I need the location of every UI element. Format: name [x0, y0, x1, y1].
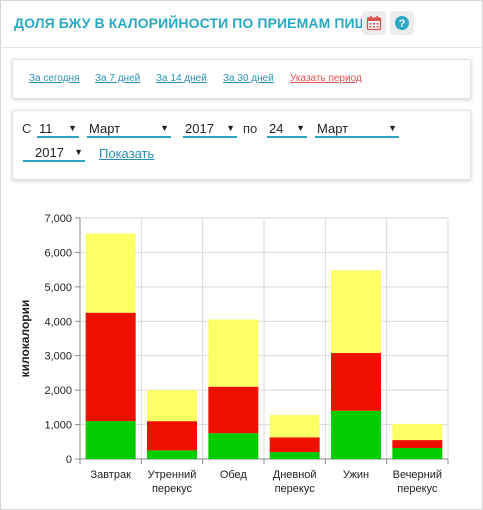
bar-segment	[147, 450, 197, 459]
x-tick-label: Обед	[220, 469, 248, 481]
bar-segment	[208, 386, 259, 434]
x-tick-label: Вечерний	[393, 469, 442, 481]
widget-header: ДОЛЯ БЖУ В КАЛОРИЙНОСТИ ПО ПРИЕМАМ ПИЩИ …	[0, 0, 483, 48]
to-day-select[interactable]: 24 ▼	[267, 120, 307, 138]
bar-segment	[85, 233, 136, 313]
x-tick-label: Ужин	[343, 469, 369, 481]
x-tick-label: Завтрак	[90, 469, 131, 481]
from-month-value: Март	[89, 121, 121, 136]
to-month-select[interactable]: Март ▼	[315, 120, 399, 138]
x-tick-label: перекус	[397, 483, 438, 495]
bar-segment	[331, 352, 381, 411]
bar-segment	[85, 312, 136, 422]
y-tick-label: 3,000	[44, 351, 72, 363]
x-tick-label: Утренний	[148, 469, 197, 481]
y-tick-label: 0	[66, 454, 72, 466]
custom-period-link[interactable]: Указать период	[290, 73, 362, 84]
bar-segment	[208, 433, 259, 459]
bar-segment	[147, 421, 197, 451]
bar-segment	[392, 440, 443, 448]
chevron-down-icon: ▼	[226, 123, 235, 133]
y-tick-label: 7,000	[44, 213, 72, 225]
y-tick-label: 6,000	[44, 247, 72, 259]
chevron-down-icon: ▼	[74, 147, 83, 157]
period-14-days-link[interactable]: За 14 дней	[156, 73, 207, 84]
bar-segment	[392, 423, 443, 441]
date-range-panel: С 11 ▼ Март ▼ 2017 ▼ по 24 ▼ Март ▼ 2017…	[12, 110, 471, 180]
to-label: по	[243, 121, 258, 136]
y-tick-label: 4,000	[44, 316, 72, 328]
chevron-down-icon: ▼	[388, 123, 397, 133]
from-day-value: 11	[39, 121, 53, 136]
from-year-value: 2017	[185, 121, 214, 136]
period-today-link[interactable]: За сегодня	[29, 73, 80, 84]
to-month-value: Март	[317, 121, 349, 136]
bar-segment	[208, 319, 259, 387]
from-month-select[interactable]: Март ▼	[87, 120, 171, 138]
help-icon: ?	[395, 16, 409, 30]
to-day-value: 24	[269, 121, 284, 136]
bar-segment	[331, 270, 381, 353]
calendar-button[interactable]	[362, 11, 386, 35]
period-30-days-link[interactable]: За 30 дней	[223, 73, 274, 84]
bar-segment	[392, 447, 443, 459]
y-tick-label: 2,000	[44, 385, 72, 397]
stacked-bar-chart: 0 1,000 2,000 3,000 4,000 5,000 6,000 7,000 Завт…	[18, 213, 449, 495]
chevron-down-icon: ▼	[160, 123, 169, 133]
bar-segment	[269, 414, 320, 438]
svg-text:?: ?	[399, 18, 406, 30]
period-7-days-link[interactable]: За 7 дней	[95, 73, 141, 84]
help-button[interactable]: ?	[390, 11, 414, 35]
from-label: С	[22, 121, 32, 136]
to-year-select[interactable]: 2017 ▼	[23, 144, 85, 162]
widget-title: ДОЛЯ БЖУ В КАЛОРИЙНОСТИ ПО ПРИЕМАМ ПИЩИ	[14, 15, 380, 31]
bar-segment	[85, 421, 136, 459]
bar-segment	[269, 452, 320, 459]
bar-segment	[269, 437, 320, 453]
chevron-down-icon: ▼	[68, 123, 77, 133]
x-tick-label: Дневной	[273, 469, 317, 481]
to-year-value: 2017	[35, 145, 64, 160]
from-year-select[interactable]: 2017 ▼	[183, 120, 237, 138]
y-tick-label: 5,000	[44, 282, 72, 294]
from-day-select[interactable]: 11 ▼	[37, 120, 79, 138]
y-tick-label: 1,000	[44, 420, 72, 432]
show-button[interactable]: Показать	[99, 146, 155, 161]
y-axis-title: килокалории	[18, 300, 32, 378]
chevron-down-icon: ▼	[296, 123, 305, 133]
calendar-icon	[366, 16, 382, 31]
bar-segment	[147, 390, 197, 422]
x-tick-label: перекус	[152, 483, 193, 495]
period-panel: За сегодня За 7 дней За 14 дней За 30 дн…	[12, 59, 471, 99]
bar-segment	[331, 410, 381, 459]
x-tick-label: перекус	[275, 483, 316, 495]
